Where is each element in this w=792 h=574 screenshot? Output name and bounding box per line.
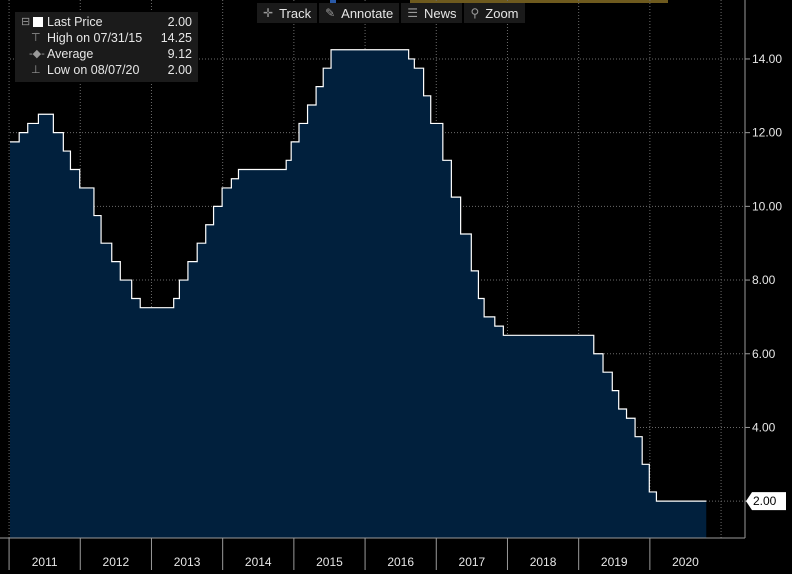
y-tick-label-5: 12.00 [752,126,782,140]
x-category-label-2: 2013 [174,555,201,569]
x-category-label-8: 2019 [601,555,628,569]
price-line [10,49,707,502]
news-button[interactable]: ☰ News [401,3,463,23]
legend-high-label: High on 07/31/15 [47,31,143,45]
legend-row-average: ‑◆‑ Average 9.12 [19,46,192,62]
magnifier-icon: ⚲ [470,6,480,20]
price-area [10,49,707,538]
x-category-label-9: 2020 [672,555,699,569]
last-value-label: 2.00 [753,494,777,508]
y-tick-label-3: 8.00 [752,273,776,287]
legend-row-low: ⊥ Low on 08/07/20 2.00 [19,62,192,78]
y-tick-label-2: 6.00 [752,347,776,361]
y-axis-ticks: 2.00 4.00 6.00 8.00 10.00 12.00 14.00 [745,52,782,508]
collapse-icon[interactable]: ⊟ [21,16,31,28]
zoom-label: Zoom [485,5,519,21]
x-category-label-1: 2012 [103,555,130,569]
legend-low-value: 2.00 [167,63,192,77]
track-button[interactable]: ✛ Track [257,3,318,23]
legend-high-value: 14.25 [160,31,192,45]
top-accent-blue [330,0,336,3]
zoom-button[interactable]: ⚲ Zoom [464,3,525,23]
x-category-label-0: 2011 [32,555,58,569]
annotate-label: Annotate [341,5,394,21]
chart-toolbar: ✛ Track ✎ Annotate ☰ News ⚲ Zoom [257,3,527,23]
news-label: News [423,5,457,21]
y-tick-label-1: 4.00 [752,420,776,434]
x-category-label-6: 2017 [459,555,486,569]
legend-average-value: 9.12 [167,47,192,61]
y-tick-label-4: 10.00 [752,199,782,213]
track-label: Track [279,5,312,21]
crosshair-icon: ✛ [263,6,274,20]
legend-last-label: Last Price [47,15,103,29]
x-category-label-3: 2014 [245,555,272,569]
news-icon: ☰ [407,6,418,20]
legend-panel: ⊟ Last Price 2.00 ⊤ High on 07/31/15 14.… [15,12,198,82]
low-marker-icon: ⊥ [31,64,41,76]
x-category-label-4: 2015 [316,555,343,569]
pencil-icon: ✎ [325,6,336,20]
top-accent-bar [410,0,668,3]
legend-last-value: 2.00 [167,15,192,29]
x-category-label-5: 2016 [387,555,414,569]
x-category-label-7: 2018 [530,555,557,569]
last-value-badge: 2.00 [746,492,786,511]
y-tick-label-6: 14.00 [752,52,782,66]
high-marker-icon: ⊤ [31,32,41,44]
legend-average-label: Average [47,47,94,61]
legend-row-last[interactable]: ⊟ Last Price 2.00 [19,14,192,30]
white-square-icon [33,17,43,27]
legend-row-high: ⊤ High on 07/31/15 14.25 [19,30,192,46]
x-axis-categories: 2011 2012 2013 2014 2015 2016 2017 2018 2019 2020 [8,538,699,570]
annotate-button[interactable]: ✎ Annotate [319,3,400,23]
legend-low-label: Low on 08/07/20 [47,63,140,77]
average-marker-icon: ‑◆‑ [29,48,45,60]
